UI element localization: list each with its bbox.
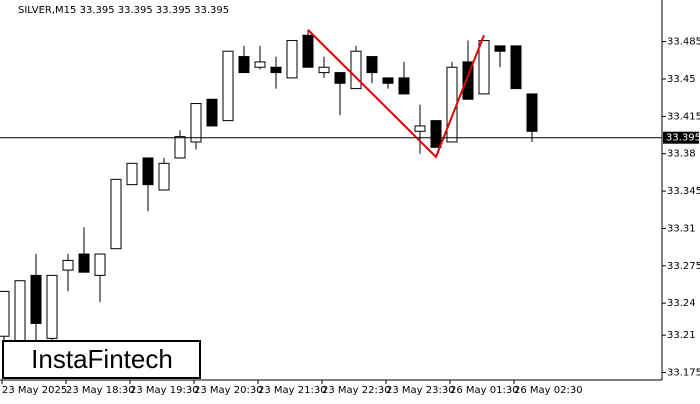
- candle-body: [270, 66, 282, 74]
- candle-body: [318, 66, 330, 74]
- y-tick-label: 33.45: [667, 74, 696, 85]
- x-tick-label: 23 May 22:30: [322, 385, 391, 396]
- y-tick-label: 33.275: [667, 261, 700, 272]
- candle-body: [494, 45, 506, 52]
- x-tick-label: 26 May 01:30: [450, 385, 519, 396]
- candle-body: [142, 157, 154, 186]
- y-tick-label: 33.485: [667, 37, 700, 48]
- candle-body: [174, 136, 186, 159]
- candle-body: [158, 162, 170, 191]
- candle-body: [126, 162, 138, 186]
- candle-body: [286, 40, 298, 79]
- candle-body: [478, 40, 490, 95]
- y-tick-label: 33.38: [667, 149, 696, 160]
- pattern-line: [307, 29, 485, 159]
- candle-body: [254, 61, 266, 68]
- candle-body: [302, 34, 314, 68]
- candle-body: [190, 103, 202, 143]
- x-tick-label: 23 May 18:30: [66, 385, 135, 396]
- y-tick-label: 33.31: [667, 223, 696, 234]
- candle-body: [206, 98, 218, 127]
- candle-body: [430, 120, 442, 148]
- x-tick-label: 23 May 19:30: [130, 385, 199, 396]
- candle-body: [238, 56, 250, 74]
- candle-body: [398, 77, 410, 95]
- y-tick-label: 33.21: [667, 330, 696, 341]
- candle-body: [446, 66, 458, 143]
- candle-body: [110, 178, 122, 250]
- last-price-label: 33.395: [666, 133, 700, 144]
- x-tick-label: 26 May 02:30: [514, 385, 583, 396]
- candle-body: [510, 45, 522, 90]
- candle-body: [62, 259, 74, 271]
- candle-body: [350, 50, 362, 90]
- watermark: InstaFintech: [31, 344, 173, 374]
- chart-title: SILVER,M15 33.395 33.395 33.395 33.395: [18, 5, 229, 16]
- candle-body: [0, 290, 10, 337]
- y-tick-label: 33.345: [667, 186, 700, 197]
- candle-body: [222, 50, 234, 122]
- candle-body: [334, 72, 346, 84]
- y-tick-label: 33.415: [667, 111, 700, 122]
- watermark-box: [2, 340, 201, 379]
- x-tick-label: 23 May 20:30: [194, 385, 263, 396]
- candle-body: [526, 93, 538, 132]
- x-tick-label: 23 May 23:30: [386, 385, 455, 396]
- x-tick-label: 23 May 21:30: [258, 385, 327, 396]
- x-tick-label: 23 May 2025: [2, 385, 67, 396]
- candle-body: [382, 77, 394, 84]
- candle-body: [30, 274, 42, 324]
- y-tick-label: 33.24: [667, 298, 696, 309]
- candle-body: [366, 56, 378, 74]
- candle-body: [462, 61, 474, 100]
- candle-body: [46, 274, 58, 339]
- last-price-box: [663, 131, 699, 144]
- candle-body: [414, 125, 426, 132]
- candle-body: [78, 253, 90, 273]
- y-tick-label: 33.175: [667, 368, 700, 379]
- candle-body: [94, 253, 106, 276]
